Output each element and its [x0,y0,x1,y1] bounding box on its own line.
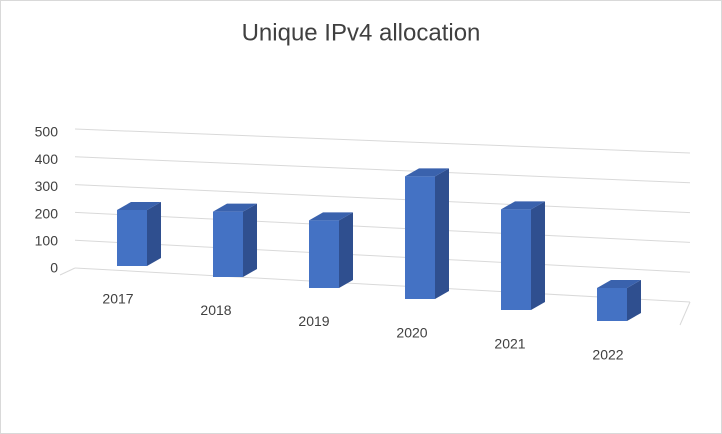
bar-top [213,203,257,212]
bar-side [339,212,353,288]
grid-line [74,267,691,303]
bar-side [435,168,449,299]
y-tick-label: 100 [35,233,59,249]
x-tick-label: 2021 [494,336,525,352]
x-tick-label: 2017 [102,291,133,307]
grid-line [74,239,691,273]
x-tick-label: 2019 [298,313,329,329]
y-tick-label: 300 [35,178,59,194]
bar-top [405,168,449,177]
floor-edge [59,267,76,276]
bar-side [243,203,257,277]
y-tick-label: 500 [35,124,59,140]
x-tick-label: 2018 [200,302,231,318]
bar [117,202,161,266]
bar-front [597,288,627,321]
bar-front [405,176,435,299]
bar-front [213,211,243,277]
bar-top [309,212,353,221]
bar-front [309,220,339,288]
bar [501,201,545,310]
bar-side [531,201,545,310]
bar-top [501,201,545,210]
bar-front [117,210,147,266]
x-tick-label: 2020 [396,324,427,340]
y-tick-label: 400 [35,151,59,167]
y-tick-label: 0 [50,260,58,276]
bar [309,212,353,288]
floor-edge [679,301,691,326]
grid-line [74,211,691,243]
bar [597,280,641,321]
grid-line [74,128,691,154]
bar-front [501,209,531,310]
bar-side [147,202,161,266]
y-tick-label: 200 [35,205,59,221]
x-tick-label: 2022 [592,347,623,363]
bar-side [627,280,641,321]
bar-top [117,202,161,210]
chart-title: Unique IPv4 allocation [242,19,481,46]
bar [405,168,449,299]
grid-line [74,156,691,184]
grid-line [74,184,691,214]
bar-top [597,280,641,288]
bar [213,203,257,277]
